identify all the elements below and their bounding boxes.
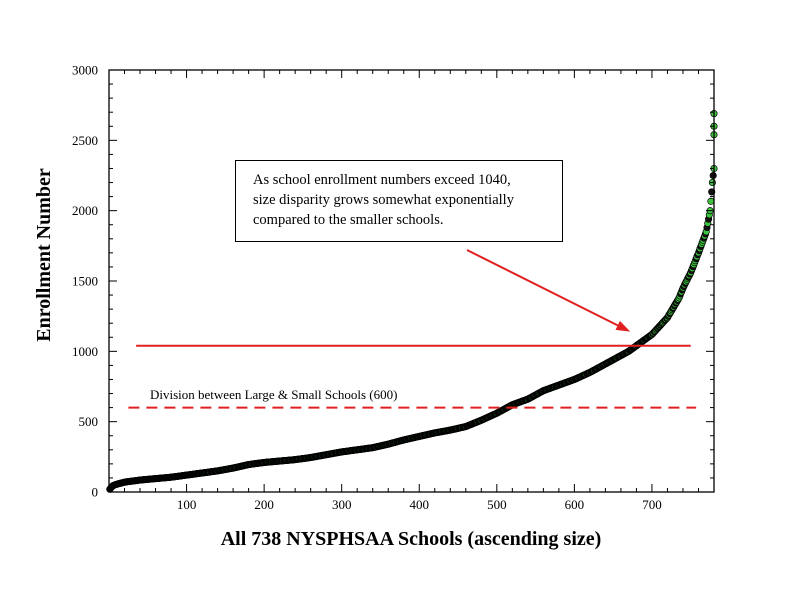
- reference-lines: [128, 344, 697, 409]
- data-point: [709, 171, 717, 180]
- x-tick-label: 100: [177, 497, 197, 512]
- annotation-arrow: [466, 249, 619, 327]
- annotation-line-2: size disparity grows somewhat exponentia…: [253, 192, 514, 208]
- annotation-box: As school enrollment numbers exceed 1040…: [235, 160, 563, 242]
- data-point: [707, 197, 715, 205]
- x-tick-label: 500: [487, 497, 507, 512]
- annotation-line-3: compared to the smaller schools.: [253, 212, 444, 228]
- x-axis-title: All 738 NYSPHSAA Schools (ascending size…: [221, 528, 602, 550]
- x-tick-label: 700: [642, 497, 662, 512]
- data-point: [708, 188, 716, 196]
- x-tick-label: 200: [254, 497, 274, 512]
- data-points: [106, 110, 718, 493]
- annotation-arrowhead: [615, 320, 631, 332]
- y-tick-label: 500: [79, 414, 99, 429]
- y-tick-label: 2500: [72, 133, 98, 148]
- axes: 100 200 300 400 500 600 700 0 500 1000 1500 2000 250…: [72, 63, 715, 512]
- y-tick-label: 1000: [72, 344, 98, 359]
- y-tick-label: 0: [92, 485, 99, 500]
- y-tick-label: 2000: [72, 203, 98, 218]
- y-tick-label: 1500: [72, 274, 98, 289]
- x-tick-label: 400: [410, 497, 430, 512]
- y-tick-label: 3000: [72, 63, 98, 78]
- y-axis-title: Enrollment Number: [33, 168, 55, 342]
- x-tick-label: 600: [565, 497, 585, 512]
- division-line-label: Division between Large & Small Schools (…: [150, 387, 397, 402]
- annotation-line-1: As school enrollment numbers exceed 1040…: [253, 172, 511, 188]
- plot-frame: [108, 69, 715, 493]
- x-tick-label: 300: [332, 497, 352, 512]
